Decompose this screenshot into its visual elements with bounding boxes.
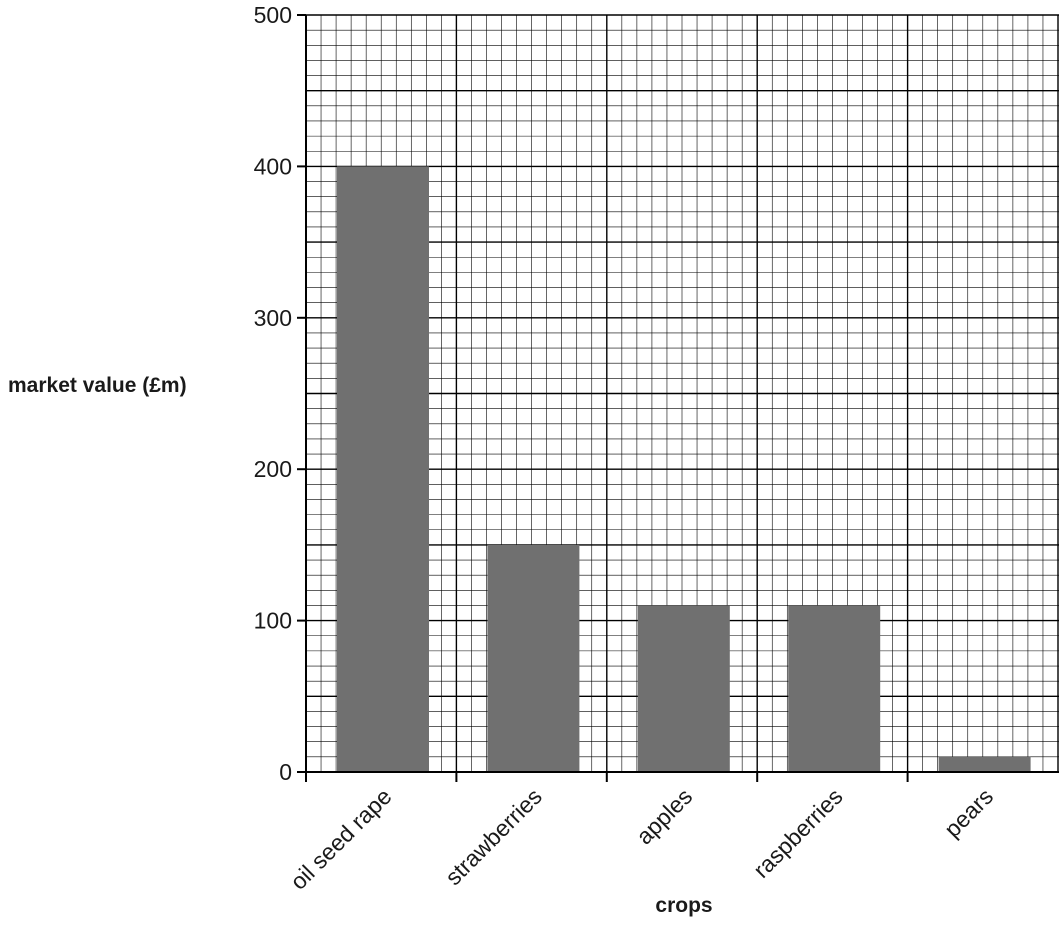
- bar-apples: [637, 605, 730, 772]
- x-tick-label: raspberries: [748, 783, 848, 883]
- y-tick-label: 200: [254, 456, 292, 482]
- x-tick-label: apples: [631, 783, 697, 849]
- bar-oil-seed-rape: [337, 166, 429, 772]
- bar-raspberries: [788, 605, 881, 772]
- chart-axes: [297, 14, 1059, 782]
- y-axis-title: market value (£m): [8, 374, 187, 397]
- bar-strawberries: [487, 544, 580, 772]
- y-tick-label: 0: [279, 759, 292, 785]
- bar-group: [337, 166, 1031, 772]
- x-tick-label: pears: [939, 783, 998, 842]
- bar-pears: [938, 756, 1031, 772]
- y-tick-label: 100: [254, 608, 292, 634]
- x-axis-title: crops: [655, 894, 712, 917]
- chart-grid: [305, 14, 1059, 773]
- x-tick-label: strawberries: [440, 783, 547, 890]
- y-tick-label: 300: [254, 305, 292, 331]
- y-tick-label: 500: [254, 2, 292, 28]
- x-tick-label: oil seed rape: [285, 783, 397, 895]
- y-tick-label: 400: [254, 153, 292, 179]
